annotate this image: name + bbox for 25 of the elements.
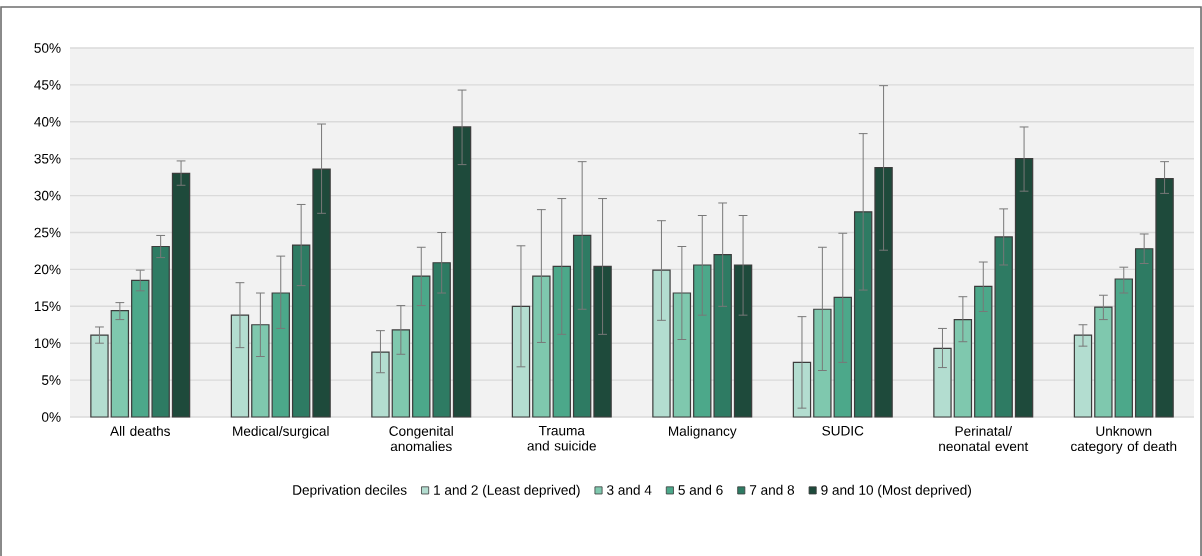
- y-tick-label: 40%: [34, 116, 61, 127]
- y-tick-label: 25%: [34, 227, 61, 238]
- x-tick-label: Unknown category of death: [1071, 425, 1177, 454]
- legend-label: 9 and 10 (Most deprived): [821, 484, 971, 498]
- legend-label: 7 and 8: [749, 484, 795, 495]
- x-tick-label: Medical/surgical: [233, 425, 329, 439]
- legend-label: 5 and 6: [678, 484, 723, 495]
- y-tick-label: 35%: [34, 153, 61, 164]
- y-tick-label: 10%: [34, 338, 61, 349]
- y-tick-label: 50%: [34, 43, 61, 53]
- legend-label: 1 and 2 (Least deprived): [434, 484, 580, 498]
- x-tick-label: SUDIC: [822, 425, 864, 436]
- y-tick-label: 20%: [34, 264, 61, 275]
- x-tick-label: Congenital anomalies: [389, 425, 453, 452]
- legend-label: 3 and 4: [607, 484, 652, 495]
- y-tick-label: 0%: [41, 412, 61, 422]
- y-tick-label: 5%: [41, 375, 61, 385]
- x-tick-label: Trauma and suicide: [527, 425, 596, 451]
- legend-title: Deprivation deciles: [293, 484, 407, 498]
- y-tick-label: 15%: [34, 301, 61, 312]
- x-tick-label: All deaths: [110, 425, 170, 436]
- y-tick-label: 30%: [34, 190, 61, 201]
- x-tick-label: Perinatal/ neonatal event: [939, 425, 1029, 452]
- x-tick-label: Malignancy: [669, 425, 737, 439]
- y-tick-label: 45%: [34, 80, 61, 90]
